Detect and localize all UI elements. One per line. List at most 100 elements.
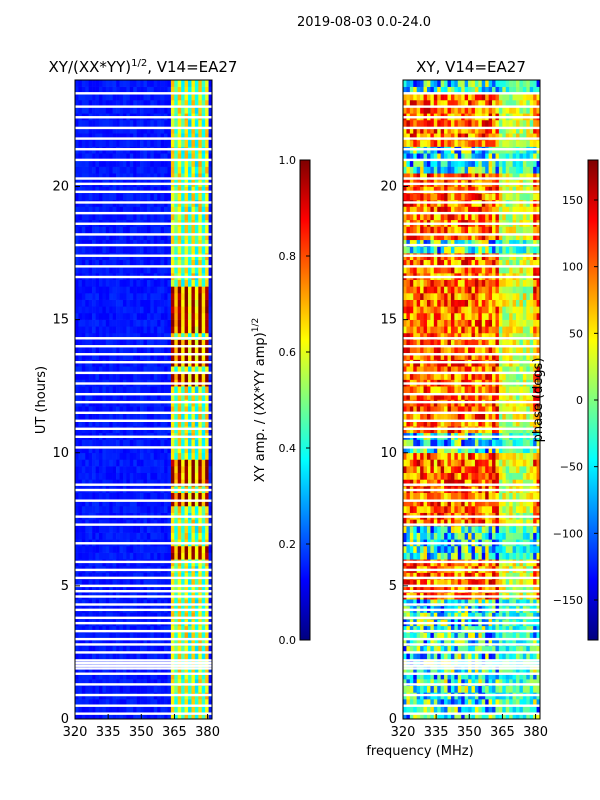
heatmap-cell	[126, 352, 131, 360]
heatmap-cell	[133, 139, 137, 147]
heatmap-cell	[416, 685, 421, 693]
heatmap-cell	[81, 346, 86, 354]
heatmap-cell	[416, 645, 421, 653]
heatmap-cell	[433, 625, 438, 633]
heatmap-cell	[119, 585, 124, 593]
heatmap-cell	[112, 506, 117, 513]
heatmap-cell	[95, 532, 100, 540]
heatmap-cell	[140, 645, 144, 653]
data-gap	[75, 265, 212, 268]
heatmap-cell	[136, 193, 141, 201]
heatmap-cell	[164, 352, 168, 360]
heatmap-cell	[102, 705, 107, 713]
heatmap-cell	[170, 159, 175, 167]
heatmap-cell	[140, 166, 144, 174]
heatmap-cell	[116, 679, 120, 687]
heatmap-cell	[109, 312, 113, 320]
heatmap-cell	[109, 352, 113, 360]
heatmap-cell	[133, 645, 137, 653]
heatmap-cell	[177, 133, 182, 141]
heatmap-cell	[116, 366, 120, 374]
heatmap-cell	[174, 439, 179, 447]
heatmap-cell	[495, 552, 500, 560]
heatmap-cell	[184, 233, 189, 241]
heatmap-cell	[177, 319, 182, 327]
heatmap-cell	[167, 286, 172, 294]
heatmap-cell	[437, 545, 441, 553]
heatmap-cell	[198, 466, 203, 474]
heatmap-cell	[205, 352, 209, 360]
heatmap-cell	[136, 419, 141, 427]
heatmap-cell	[85, 472, 89, 480]
heatmap-cell	[136, 206, 141, 214]
heatmap-cell	[505, 632, 510, 640]
heatmap-cell	[98, 173, 103, 181]
heatmap-cell	[116, 226, 120, 234]
heatmap-cell	[140, 159, 144, 167]
heatmap-cell	[174, 372, 179, 380]
heatmap-cell	[184, 133, 189, 141]
heatmap-cell	[119, 299, 124, 307]
heatmap-cell	[157, 472, 161, 480]
heatmap-cell	[474, 672, 479, 680]
heatmap-cell	[109, 332, 113, 340]
heatmap-cell	[95, 545, 100, 553]
heatmap-cell	[109, 186, 113, 194]
heatmap-cell	[509, 645, 513, 653]
heatmap-cell	[191, 133, 196, 141]
heatmap-cell	[119, 712, 124, 720]
heatmap-cell	[409, 552, 414, 560]
heatmap-cell	[75, 392, 79, 400]
heatmap-cell	[122, 233, 127, 241]
heatmap-cell	[188, 645, 192, 653]
heatmap-cell	[81, 153, 86, 161]
heatmap-cell	[181, 279, 185, 287]
heatmap-cell	[160, 572, 165, 580]
heatmap-cell	[105, 452, 110, 460]
heatmap-cell	[153, 446, 158, 454]
heatmap-cell	[146, 312, 151, 320]
heatmap-cell	[170, 525, 175, 533]
heatmap-cell	[112, 133, 117, 141]
heatmap-cell	[112, 386, 117, 394]
data-gap	[75, 488, 212, 492]
heatmap-cell	[112, 372, 117, 380]
heatmap-cell	[440, 699, 445, 706]
heatmap-cell	[174, 332, 179, 340]
heatmap-cell	[170, 392, 175, 400]
heatmap-cell	[109, 612, 113, 620]
heatmap-cell	[170, 80, 175, 87]
heatmap-cell	[208, 239, 213, 247]
heatmap-cell	[146, 679, 151, 687]
heatmap-cell	[157, 286, 161, 294]
heatmap-cell	[81, 326, 86, 334]
heatmap-cell	[92, 306, 96, 314]
heatmap-cell	[208, 306, 213, 314]
heatmap-cell	[174, 685, 179, 693]
heatmap-cell	[88, 133, 93, 141]
heatmap-cell	[208, 326, 213, 334]
heatmap-cell	[122, 479, 127, 487]
heatmap-cell	[160, 319, 165, 327]
heatmap-cell	[157, 699, 161, 706]
heatmap-cell	[495, 625, 500, 633]
heatmap-cell	[116, 612, 120, 620]
heatmap-cell	[194, 672, 199, 680]
data-gap	[75, 222, 212, 225]
heatmap-cell	[109, 126, 113, 134]
heatmap-cell	[146, 306, 151, 314]
heatmap-cell	[194, 293, 199, 300]
heatmap-cell	[157, 186, 161, 194]
heatmap-cell	[433, 699, 438, 706]
heatmap-cell	[116, 532, 120, 540]
heatmap-cell	[75, 552, 79, 560]
heatmap-cell	[78, 259, 83, 267]
heatmap-cell	[184, 625, 189, 633]
heatmap-cell	[98, 519, 103, 527]
heatmap-cell	[157, 499, 161, 507]
heatmap-cell	[78, 352, 83, 360]
heatmap-cell	[81, 419, 86, 427]
heatmap-cell	[85, 286, 89, 294]
heatmap-cell	[208, 259, 213, 267]
heatmap-cell	[474, 579, 479, 587]
